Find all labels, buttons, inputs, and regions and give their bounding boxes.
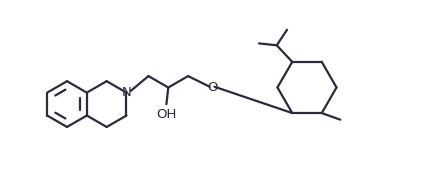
Text: N: N bbox=[122, 86, 131, 99]
Text: OH: OH bbox=[156, 108, 177, 121]
Text: O: O bbox=[207, 81, 218, 94]
